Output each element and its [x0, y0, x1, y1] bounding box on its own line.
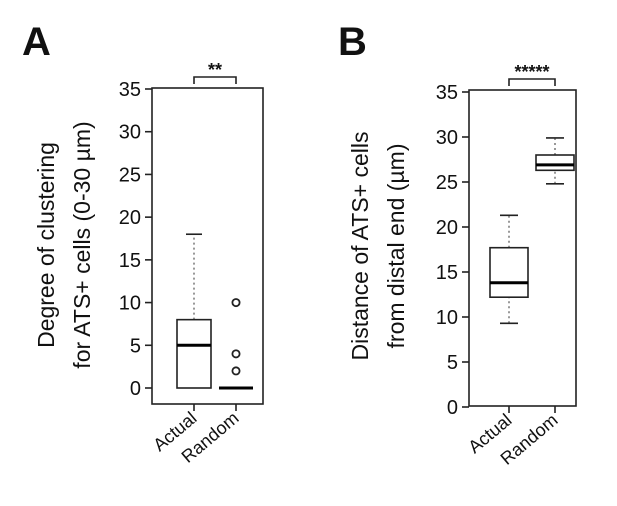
- significance-label: **: [208, 60, 222, 80]
- significance-bracket: [508, 78, 556, 86]
- plot-frame: [151, 87, 264, 405]
- y-tick-label: 35: [436, 82, 458, 104]
- y-tick-label: 30: [119, 122, 141, 144]
- outlier-point: [231, 298, 241, 308]
- y-tick-label: 20: [119, 207, 141, 229]
- outlier-point: [231, 366, 241, 376]
- y-tick-label: 10: [436, 307, 458, 329]
- y-tick-label: 25: [436, 172, 458, 194]
- box: [176, 318, 212, 389]
- panel-label: B: [338, 20, 367, 64]
- y-tick-label: 5: [447, 352, 458, 374]
- y-tick-label: 20: [436, 217, 458, 239]
- y-tick-label: 25: [119, 164, 141, 186]
- y-tick-label: 15: [119, 250, 141, 272]
- y-tick-label: 30: [436, 127, 458, 149]
- outlier-point: [231, 349, 241, 359]
- panel-b: B Distance of ATS+ cells from distal end…: [338, 20, 577, 469]
- y-axis-label-line-2: from distal end (µm): [383, 144, 409, 349]
- y-tick-label: 0: [130, 378, 141, 400]
- panel-a: A Degree of clustering for ATS+ cells (0…: [22, 20, 264, 467]
- y-axis-label-line-1: Degree of clustering: [33, 142, 59, 348]
- y-tick-label: 15: [436, 262, 458, 284]
- significance-bracket: [193, 76, 237, 84]
- plot-frame: [468, 89, 577, 407]
- y-tick-label: 10: [119, 293, 141, 315]
- y-tick-label: 35: [119, 79, 141, 101]
- box: [489, 246, 529, 298]
- significance-label: *****: [514, 62, 549, 82]
- y-tick-label: 5: [130, 335, 141, 357]
- y-tick-label: 0: [447, 397, 458, 419]
- y-axis-label-line-2: for ATS+ cells (0-30 µm): [69, 121, 95, 368]
- panel-label: A: [22, 20, 51, 64]
- box: [535, 154, 575, 172]
- y-axis-label-line-1: Distance of ATS+ cells: [347, 131, 373, 360]
